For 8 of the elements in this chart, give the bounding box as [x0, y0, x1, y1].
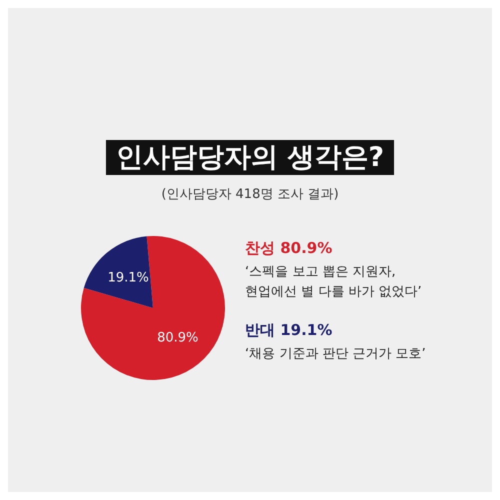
- text: ‘스펙을 보고 뽑은 지원자, 현업에선 별 다를 바가 없었다’: [245, 264, 422, 300]
- data-label: 19.1%: [108, 270, 149, 286]
- chart-subtitle: (인사담당자 418명 조사 결과): [161, 187, 339, 202]
- text: 반대 19.1%: [245, 321, 332, 339]
- chart-title: 인사담당자의 생각은?: [116, 142, 384, 173]
- data-label: 80.9%: [157, 330, 198, 346]
- text: 찬성 80.9%: [245, 239, 332, 257]
- text: ‘채용 기준과 판단 근거가 모호’: [245, 346, 426, 362]
